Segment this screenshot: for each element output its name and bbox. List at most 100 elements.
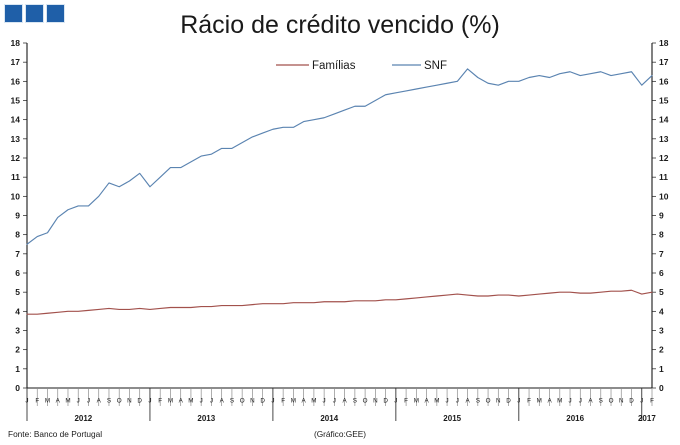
svg-text:10: 10 bbox=[659, 191, 669, 201]
svg-text:J: J bbox=[323, 398, 326, 405]
svg-text:S: S bbox=[230, 398, 234, 405]
svg-text:15: 15 bbox=[11, 96, 21, 106]
svg-text:A: A bbox=[424, 398, 429, 405]
svg-text:14: 14 bbox=[659, 115, 669, 125]
svg-text:18: 18 bbox=[659, 38, 669, 48]
svg-text:12: 12 bbox=[11, 153, 21, 163]
svg-text:9: 9 bbox=[659, 211, 664, 221]
svg-text:3: 3 bbox=[659, 326, 664, 336]
svg-text:2013: 2013 bbox=[197, 414, 215, 423]
svg-text:F: F bbox=[404, 398, 408, 405]
svg-text:13: 13 bbox=[659, 134, 669, 144]
svg-text:A: A bbox=[302, 398, 307, 405]
svg-text:7: 7 bbox=[15, 249, 20, 259]
svg-text:F: F bbox=[281, 398, 285, 405]
svg-text:F: F bbox=[650, 398, 654, 405]
svg-text:J: J bbox=[394, 398, 397, 405]
svg-text:S: S bbox=[353, 398, 357, 405]
svg-text:M: M bbox=[65, 398, 70, 405]
svg-text:F: F bbox=[527, 398, 531, 405]
svg-text:N: N bbox=[373, 398, 378, 405]
svg-text:N: N bbox=[250, 398, 255, 405]
svg-text:S: S bbox=[107, 398, 111, 405]
svg-text:13: 13 bbox=[11, 134, 21, 144]
svg-text:0: 0 bbox=[659, 383, 664, 393]
svg-text:15: 15 bbox=[659, 96, 669, 106]
svg-text:7: 7 bbox=[659, 249, 664, 259]
svg-text:J: J bbox=[446, 398, 449, 405]
svg-text:D: D bbox=[383, 398, 388, 405]
svg-text:O: O bbox=[486, 398, 491, 405]
svg-text:1: 1 bbox=[659, 364, 664, 374]
svg-text:J: J bbox=[517, 398, 520, 405]
svg-text:SNF: SNF bbox=[424, 60, 447, 72]
svg-text:A: A bbox=[465, 398, 470, 405]
svg-text:2014: 2014 bbox=[320, 414, 338, 423]
svg-text:O: O bbox=[609, 398, 614, 405]
svg-text:J: J bbox=[210, 398, 213, 405]
svg-text:O: O bbox=[363, 398, 368, 405]
svg-text:J: J bbox=[87, 398, 90, 405]
svg-text:0: 0 bbox=[15, 383, 20, 393]
svg-text:A: A bbox=[588, 398, 593, 405]
svg-text:6: 6 bbox=[15, 268, 20, 278]
svg-text:4: 4 bbox=[15, 306, 20, 316]
svg-text:2015: 2015 bbox=[443, 414, 461, 423]
svg-text:A: A bbox=[343, 398, 348, 405]
svg-text:16: 16 bbox=[11, 76, 21, 86]
svg-text:8: 8 bbox=[15, 230, 20, 240]
svg-text:D: D bbox=[260, 398, 265, 405]
svg-text:A: A bbox=[97, 398, 102, 405]
svg-text:M: M bbox=[311, 398, 316, 405]
svg-text:M: M bbox=[168, 398, 173, 405]
svg-text:J: J bbox=[77, 398, 80, 405]
svg-text:16: 16 bbox=[659, 76, 669, 86]
svg-text:D: D bbox=[629, 398, 634, 405]
svg-text:6: 6 bbox=[659, 268, 664, 278]
svg-text:A: A bbox=[56, 398, 61, 405]
svg-text:J: J bbox=[200, 398, 203, 405]
svg-text:M: M bbox=[291, 398, 296, 405]
svg-text:11: 11 bbox=[659, 172, 668, 182]
svg-text:S: S bbox=[476, 398, 480, 405]
svg-text:14: 14 bbox=[11, 115, 21, 125]
svg-text:5: 5 bbox=[15, 287, 20, 297]
svg-text:J: J bbox=[568, 398, 571, 405]
svg-text:Famílias: Famílias bbox=[312, 60, 356, 72]
svg-text:17: 17 bbox=[659, 57, 669, 67]
svg-text:1: 1 bbox=[15, 364, 20, 374]
svg-text:J: J bbox=[579, 398, 582, 405]
svg-text:2012: 2012 bbox=[74, 414, 92, 423]
svg-text:J: J bbox=[640, 398, 643, 405]
svg-text:M: M bbox=[537, 398, 542, 405]
svg-text:11: 11 bbox=[11, 172, 20, 182]
svg-text:17: 17 bbox=[11, 57, 21, 67]
svg-text:A: A bbox=[547, 398, 552, 405]
svg-text:N: N bbox=[496, 398, 501, 405]
svg-text:J: J bbox=[333, 398, 336, 405]
svg-text:N: N bbox=[127, 398, 132, 405]
svg-text:D: D bbox=[137, 398, 142, 405]
svg-text:J: J bbox=[25, 398, 28, 405]
svg-text:M: M bbox=[188, 398, 193, 405]
svg-text:9: 9 bbox=[15, 211, 20, 221]
svg-text:3: 3 bbox=[15, 326, 20, 336]
svg-text:N: N bbox=[619, 398, 624, 405]
svg-text:M: M bbox=[557, 398, 562, 405]
svg-text:5: 5 bbox=[659, 287, 664, 297]
svg-text:F: F bbox=[35, 398, 39, 405]
svg-text:J: J bbox=[456, 398, 459, 405]
svg-text:O: O bbox=[240, 398, 245, 405]
svg-text:A: A bbox=[220, 398, 225, 405]
svg-text:10: 10 bbox=[11, 191, 21, 201]
svg-text:12: 12 bbox=[659, 153, 669, 163]
svg-text:J: J bbox=[148, 398, 151, 405]
svg-text:8: 8 bbox=[659, 230, 664, 240]
svg-text:2: 2 bbox=[15, 345, 20, 355]
svg-text:S: S bbox=[599, 398, 603, 405]
svg-text:18: 18 bbox=[11, 38, 21, 48]
svg-text:2: 2 bbox=[659, 345, 664, 355]
svg-text:M: M bbox=[45, 398, 50, 405]
svg-text:F: F bbox=[158, 398, 162, 405]
svg-text:O: O bbox=[117, 398, 122, 405]
